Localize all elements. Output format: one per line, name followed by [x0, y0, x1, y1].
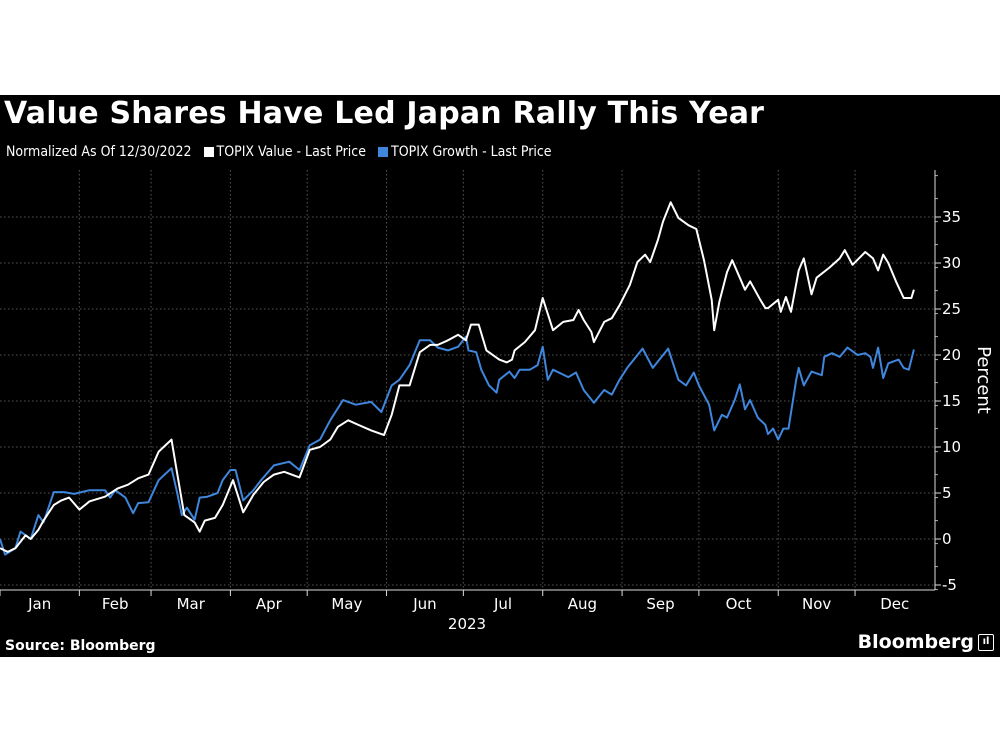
x-tick-label: Apr — [256, 595, 283, 613]
y-tick-label: 30 — [942, 254, 961, 272]
y-axis-label: Percent — [973, 346, 994, 414]
x-tick-label: Mar — [177, 595, 206, 613]
legend-swatch-growth — [378, 147, 388, 157]
legend-label-growth: TOPIX Growth - Last Price — [391, 144, 552, 160]
legend-item-growth: TOPIX Growth - Last Price — [378, 144, 552, 160]
legend-label-value: TOPIX Value - Last Price — [216, 144, 367, 160]
y-tick-label: 35 — [942, 208, 961, 226]
x-tick-label: Jun — [412, 595, 436, 613]
bar-chart-icon: ıl — [978, 633, 994, 651]
y-tick-label: 15 — [942, 392, 961, 410]
series-line-topix-value — [0, 201, 915, 553]
legend-swatch-value — [203, 147, 214, 157]
y-tick-label: -5 — [942, 576, 957, 594]
y-tick-label: 5 — [942, 484, 952, 502]
bloomberg-logo: Bloomberg ıl — [858, 631, 994, 653]
x-tick-label: Oct — [726, 595, 752, 613]
chart-title: Value Shares Have Led Japan Rally This Y… — [4, 96, 765, 131]
x-tick-label: Jul — [493, 595, 512, 613]
x-tick-label: Dec — [880, 595, 909, 613]
series-line-topix-growth — [0, 335, 915, 556]
x-tick-label: Sep — [646, 595, 674, 613]
chart-panel — [0, 95, 1000, 657]
legend-item-value: TOPIX Value - Last Price — [203, 144, 367, 160]
legend: Normalized As Of 12/30/2022 TOPIX Value … — [6, 144, 552, 160]
logo-text: Bloomberg — [857, 631, 974, 653]
y-tick-label: 25 — [942, 300, 961, 318]
y-tick-label: 20 — [942, 346, 961, 364]
y-tick-label: 0 — [942, 530, 952, 548]
x-tick-label: Nov — [802, 595, 831, 613]
x-tick-label: May — [331, 595, 362, 613]
legend-note: Normalized As Of 12/30/2022 — [6, 144, 192, 160]
x-axis-label: 2023 — [448, 615, 486, 633]
x-tick-label: Jan — [27, 595, 51, 613]
x-tick-label: Aug — [568, 595, 597, 613]
source-note: Source: Bloomberg — [5, 638, 156, 654]
y-tick-label: 10 — [942, 438, 961, 456]
x-tick-label: Feb — [102, 595, 129, 613]
